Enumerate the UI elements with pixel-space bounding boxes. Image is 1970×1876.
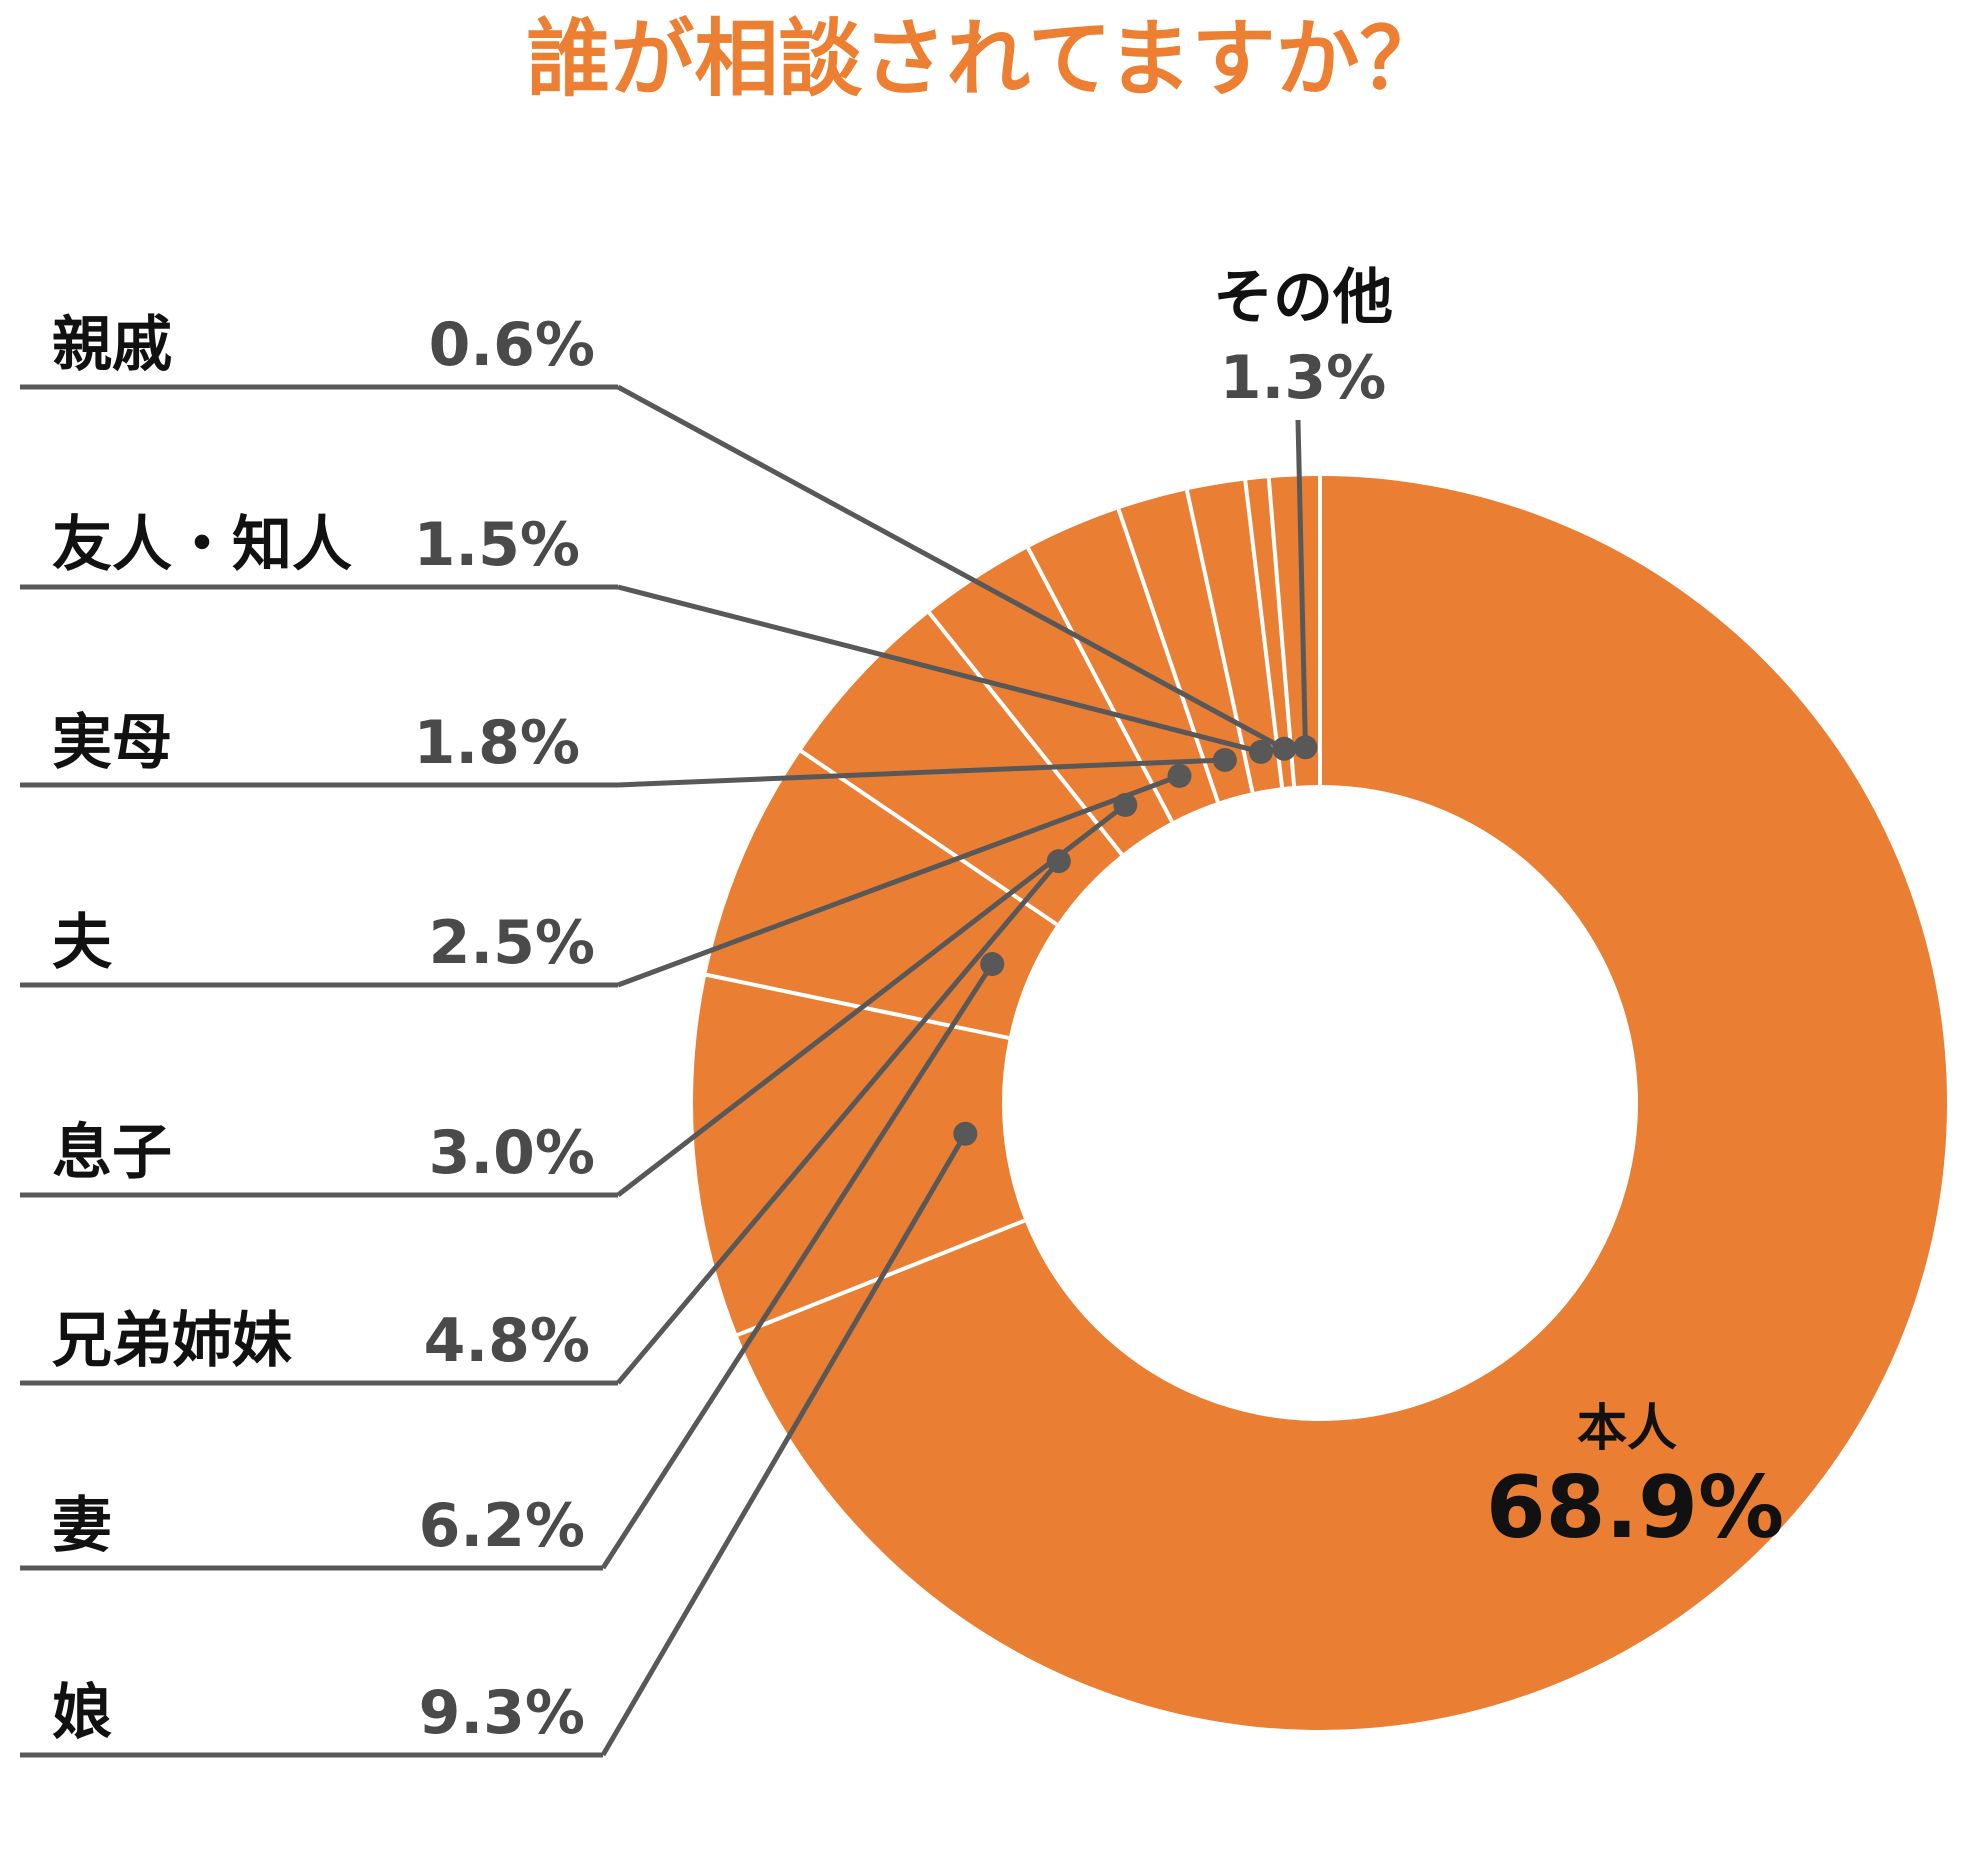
donut-slice-7 <box>1186 480 1283 793</box>
donut-slice-4 <box>929 548 1172 855</box>
leader-line-7 <box>600 1132 968 1757</box>
slice-separator <box>705 972 1010 1040</box>
donut-slice-5 <box>1028 509 1218 822</box>
slice-separator <box>927 611 1124 856</box>
side-value-0: 0.6% <box>429 310 595 380</box>
side-label-5: 兄弟姉妹 <box>52 1306 292 1376</box>
leader-dot-7 <box>953 1121 978 1146</box>
donut-slices <box>693 476 1948 1730</box>
main-slice-value: 68.9% <box>1486 1458 1784 1558</box>
leader-dot-1 <box>1248 739 1273 764</box>
side-value-7: 9.3% <box>419 1678 585 1748</box>
leader-dot-3 <box>1167 763 1192 788</box>
leader-line-other <box>1295 419 1308 748</box>
side-value-4: 3.0% <box>429 1118 595 1188</box>
leader-dot-5 <box>1046 849 1071 874</box>
leader-line-5 <box>616 859 1061 1385</box>
slice-separator <box>799 749 1058 927</box>
chart-title: 誰が相談されてますか？ <box>526 10 1443 108</box>
leader-line-2 <box>617 757 1225 788</box>
leader-line-3 <box>617 773 1181 988</box>
side-label-2: 実母 <box>52 708 172 778</box>
main-slice-label: 本人 <box>1577 1399 1677 1457</box>
side-value-2: 1.8% <box>414 708 580 778</box>
leader-line-4 <box>616 802 1127 1197</box>
slice-separator <box>1266 477 1297 787</box>
slice-separator <box>1184 489 1255 793</box>
leader-dot-other <box>1293 735 1318 760</box>
slice-separator <box>1116 508 1220 803</box>
donut-slice-1 <box>693 974 1025 1335</box>
side-value-6: 6.2% <box>419 1491 585 1561</box>
side-label-6: 妻 <box>52 1491 112 1561</box>
donut-slice-9 <box>1268 476 1320 787</box>
donut-slice-0 <box>737 476 1948 1730</box>
slice-separators <box>705 476 1322 1337</box>
side-label-7: 娘 <box>52 1678 112 1748</box>
leader-line-6 <box>600 962 995 1570</box>
other-label: その他 <box>1213 263 1393 333</box>
side-value-1: 1.5% <box>414 510 580 580</box>
donut-slice-8 <box>1245 478 1295 788</box>
leader-line-0 <box>616 384 1286 751</box>
leader-dot-2 <box>1212 747 1237 772</box>
side-label-1: 友人・知人 <box>52 510 352 580</box>
leader-dot-6 <box>980 952 1005 977</box>
side-label-4: 息子 <box>52 1118 172 1188</box>
other-value: 1.3% <box>1220 343 1386 413</box>
leader-lines <box>20 384 1318 1758</box>
leader-dot-0 <box>1272 736 1297 761</box>
slice-separator <box>1026 547 1174 823</box>
side-label-0: 親戚 <box>52 310 172 380</box>
leader-line-1 <box>617 584 1262 755</box>
slice-separator <box>1243 480 1285 788</box>
side-value-5: 4.8% <box>424 1306 590 1376</box>
side-value-3: 2.5% <box>429 908 595 978</box>
leader-dot-4 <box>1113 792 1138 817</box>
donut-slice-6 <box>1118 490 1253 802</box>
side-label-3: 夫 <box>52 908 113 978</box>
